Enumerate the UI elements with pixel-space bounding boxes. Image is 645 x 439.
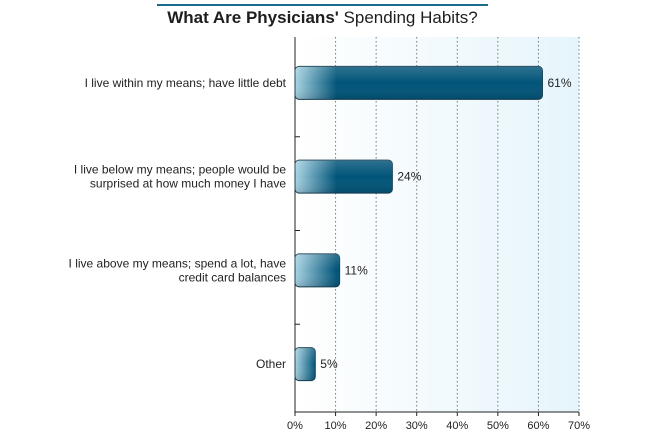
category-label-1: I live below my means; people would be su…: [74, 163, 286, 191]
data-label-1: 24%: [397, 170, 421, 184]
data-label-3: 5%: [320, 357, 338, 371]
chart-title-wrap: What Are Physicians' Spending Habits?: [0, 4, 645, 34]
category-label-0: I live within my means; have little debt: [85, 76, 287, 90]
bar-shade-3: [295, 347, 316, 381]
chart-title: What Are Physicians' Spending Habits?: [157, 4, 488, 34]
x-tick-label: 40%: [446, 420, 468, 432]
category-label-3: Other: [256, 357, 286, 371]
x-tick-label: 20%: [365, 420, 387, 432]
chart-title-bold: What Are Physicians': [167, 8, 339, 27]
category-label-line: credit card balances: [179, 270, 286, 284]
x-tick-label: 0%: [287, 420, 303, 432]
bar-shade-0: [295, 66, 543, 100]
x-tick-label: 50%: [487, 420, 509, 432]
x-tick-label: 30%: [406, 420, 428, 432]
x-tick-label: 70%: [568, 420, 590, 432]
chart-title-regular: Spending Habits?: [338, 8, 478, 27]
category-label-line: I live above my means; spend a lot, have: [69, 256, 287, 270]
category-label-line: I live within my means; have little debt: [85, 76, 287, 90]
bar-shade-1: [295, 160, 393, 194]
x-tick-label: 10%: [325, 420, 347, 432]
category-label-2: I live above my means; spend a lot, have…: [69, 256, 287, 284]
bar-shade-2: [295, 253, 340, 287]
data-label-2: 11%: [345, 263, 368, 277]
x-tick-label: 60%: [527, 420, 549, 432]
category-label-line: I live below my means; people would be: [74, 163, 286, 177]
data-label-0: 61%: [547, 76, 571, 90]
category-label-line: Other: [256, 357, 286, 371]
category-label-line: surprised at how much money I have: [90, 177, 286, 191]
